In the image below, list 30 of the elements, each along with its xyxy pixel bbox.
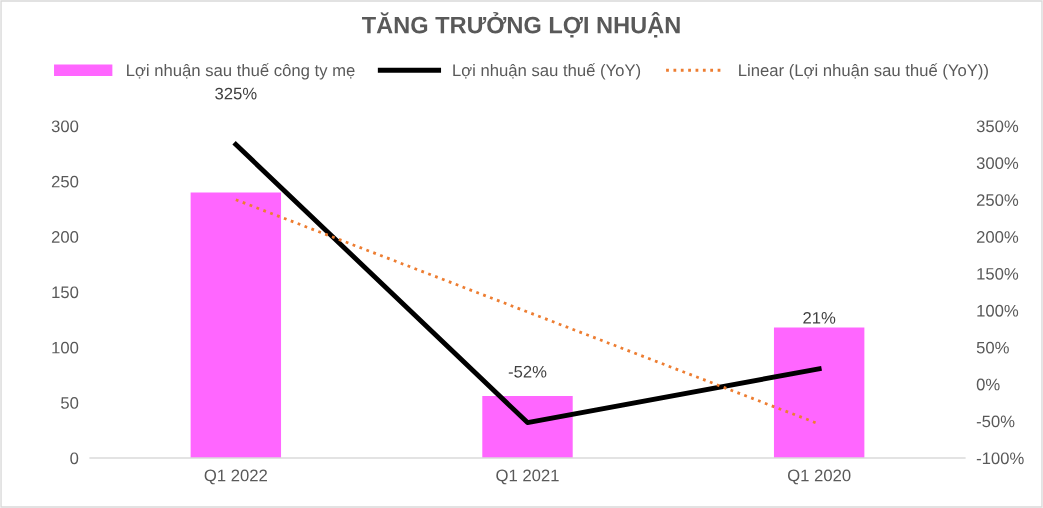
y2-tick-label: 350% [976, 120, 1019, 133]
y-tick-label: 200 [51, 231, 79, 243]
legend-label: Linear (Lợi nhuận sau thuế (YoY)) [739, 63, 988, 80]
y-tick-label: 300 [51, 120, 79, 133]
y-tick-label: 150 [52, 286, 79, 299]
x-tick-label: Q1 2020 [787, 469, 851, 485]
data-label: 21% [803, 311, 836, 324]
x-tick-label: Q1 2022 [204, 469, 267, 485]
chart-title: TĂNG TRƯỞNG LỢI NHUẬN [361, 12, 680, 38]
y-tick-label: 250 [51, 175, 79, 188]
data-label: 325% [215, 87, 257, 100]
legend-label: Lợi nhuận sau thuế (YoY) [453, 63, 641, 80]
bar [773, 327, 865, 458]
y2-tick-label: 200% [976, 231, 1019, 243]
y2-tick-label: 300% [976, 157, 1019, 170]
y2-tick-label: -100% [976, 452, 1024, 465]
y-tick-label: 100 [52, 341, 79, 354]
legend-label: Lợi nhuận sau thuế công ty mẹ [127, 63, 355, 80]
y2-tick-label: 100% [977, 304, 1019, 317]
y2-tick-label: 0% [976, 378, 1000, 391]
y2-tick-label: 250% [976, 194, 1019, 206]
x-tick-label: Q1 2021 [496, 469, 559, 485]
y-tick-label: 50 [61, 397, 79, 409]
data-label: -52% [508, 365, 547, 378]
y2-tick-label: 50% [976, 341, 1009, 354]
y2-tick-label: 150% [977, 267, 1019, 280]
y2-tick-label: -50% [976, 415, 1015, 428]
bar [482, 396, 573, 458]
y-tick-label: 0 [70, 452, 79, 465]
bar [190, 192, 282, 458]
